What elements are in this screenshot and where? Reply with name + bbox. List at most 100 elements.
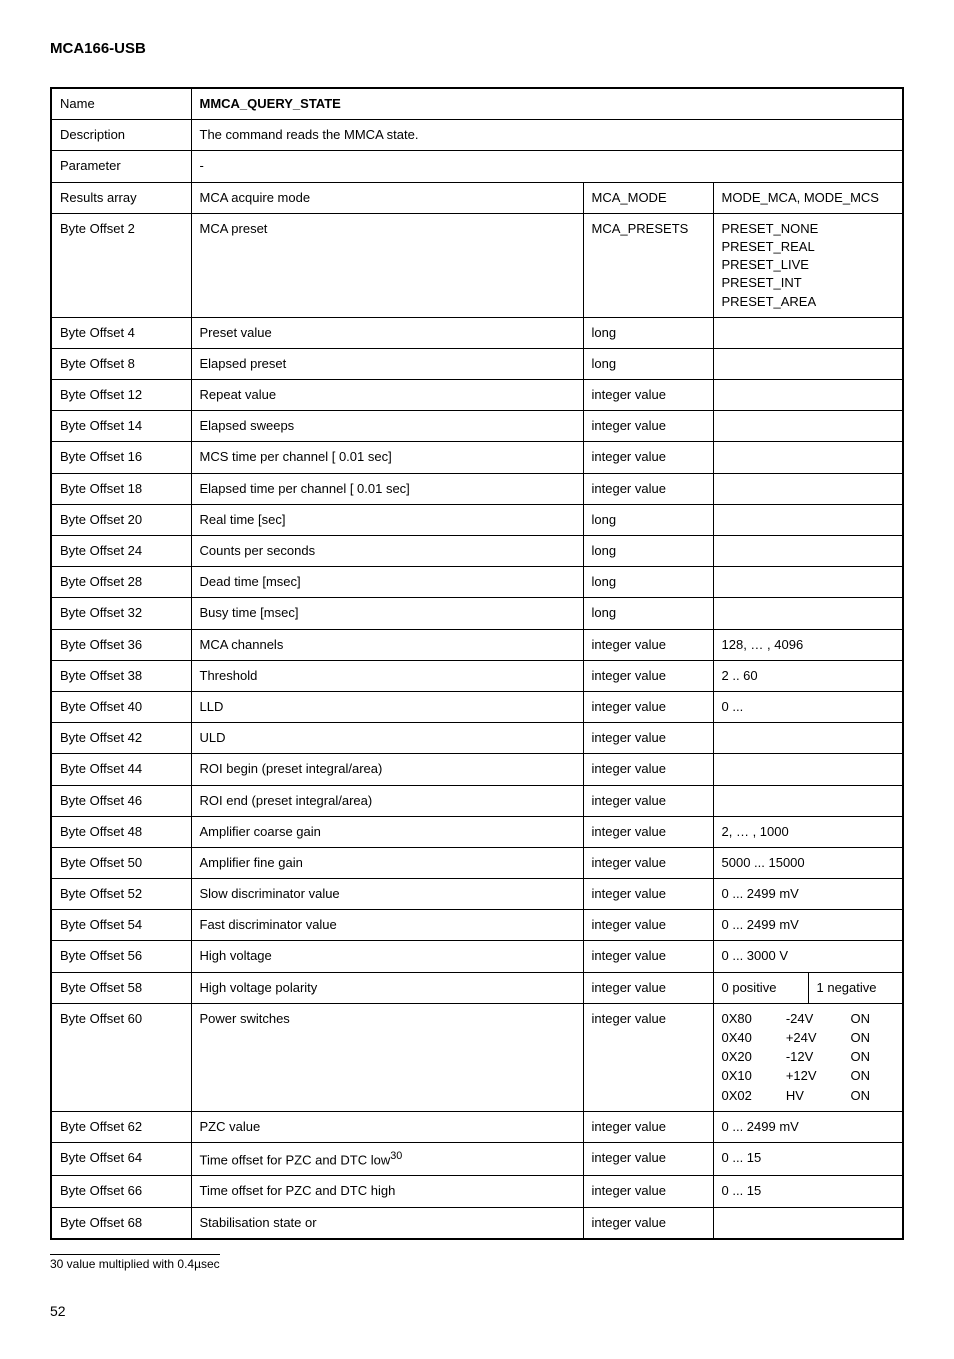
table-row: Byte Offset 16 MCS time per channel [ 0.… [51, 442, 903, 473]
offset-desc: Real time [sec] [191, 504, 583, 535]
offset-desc: MCA preset [191, 213, 583, 317]
offset-val [713, 442, 903, 473]
table-row: Byte Offset 18 Elapsed time per channel … [51, 473, 903, 504]
offset-desc: Preset value [191, 317, 583, 348]
footnote: 30 value multiplied with 0.4µsec [50, 1254, 220, 1271]
table-row: Byte Offset 50 Amplifier fine gain integ… [51, 847, 903, 878]
results-desc: MCA acquire mode [191, 182, 583, 213]
offset-type: integer value [583, 691, 713, 722]
offset-val [713, 348, 903, 379]
offset-val: 0 ... 3000 V [713, 941, 903, 972]
desc-text: Time offset for PZC and DTC low [200, 1152, 391, 1167]
table-row: Byte Offset 38 Threshold integer value 2… [51, 660, 903, 691]
command-name: MMCA_QUERY_STATE [191, 88, 903, 120]
table-row: Byte Offset 68 Stabilisation state or in… [51, 1207, 903, 1239]
offset-val: 2, … , 1000 [713, 816, 903, 847]
offset-type: integer value [583, 816, 713, 847]
offset-type: integer value [583, 629, 713, 660]
offset-label: Byte Offset 24 [51, 536, 191, 567]
offset-label: Byte Offset 68 [51, 1207, 191, 1239]
offset-val [713, 567, 903, 598]
parameter-label: Parameter [51, 151, 191, 182]
offset-label: Byte Offset 56 [51, 941, 191, 972]
spec-table: Name MMCA_QUERY_STATE Description The co… [50, 87, 904, 1240]
offset-val: 128, … , 4096 [713, 629, 903, 660]
offset-val: 2 .. 60 [713, 660, 903, 691]
offset-type: integer value [583, 1176, 713, 1207]
offset-type: long [583, 567, 713, 598]
offset-type: integer value [583, 1003, 713, 1111]
offset-val: 0 ... 15 [713, 1142, 903, 1176]
page-number: 52 [50, 1303, 904, 1319]
offset-type: integer value [583, 754, 713, 785]
table-row: Byte Offset 4 Preset value long [51, 317, 903, 348]
offset-type: integer value [583, 941, 713, 972]
offset-val [713, 754, 903, 785]
description-label: Description [51, 120, 191, 151]
offset-desc: Power switches [191, 1003, 583, 1111]
offset-type: integer value [583, 785, 713, 816]
offset-type: integer value [583, 380, 713, 411]
offset-desc: Elapsed sweeps [191, 411, 583, 442]
sw-state: ON [851, 1048, 894, 1066]
table-row: Byte Offset 52 Slow discriminator value … [51, 879, 903, 910]
offset-val2: 1 negative [808, 972, 903, 1003]
offset-label: Byte Offset 4 [51, 317, 191, 348]
results-type: MCA_MODE [583, 182, 713, 213]
offset-type: long [583, 348, 713, 379]
sw-state: ON [851, 1067, 894, 1085]
offset-type: long [583, 598, 713, 629]
table-row: Byte Offset 8 Elapsed preset long [51, 348, 903, 379]
offset-desc: PZC value [191, 1111, 583, 1142]
sw-volt: +12V [786, 1067, 841, 1085]
sw-volt: HV [786, 1087, 841, 1105]
sw-volt: -12V [786, 1048, 841, 1066]
offset-desc: Elapsed preset [191, 348, 583, 379]
table-row: Byte Offset 64 Time offset for PZC and D… [51, 1142, 903, 1176]
offset-type: integer value [583, 1207, 713, 1239]
sw-addr: 0X02 [722, 1087, 776, 1105]
table-row: Byte Offset 2 MCA preset MCA_PRESETS PRE… [51, 213, 903, 317]
offset-desc: Counts per seconds [191, 536, 583, 567]
table-row: Description The command reads the MMCA s… [51, 120, 903, 151]
sw-state: ON [851, 1087, 894, 1105]
table-row: Byte Offset 36 MCA channels integer valu… [51, 629, 903, 660]
offset-label: Byte Offset 44 [51, 754, 191, 785]
offset-type: long [583, 317, 713, 348]
offset-val [713, 723, 903, 754]
results-label: Results array [51, 182, 191, 213]
offset-val: 0 ... [713, 691, 903, 722]
offset-label: Byte Offset 48 [51, 816, 191, 847]
offset-label: Byte Offset 60 [51, 1003, 191, 1111]
offset-val [713, 473, 903, 504]
offset-desc: High voltage polarity [191, 972, 583, 1003]
parameter-value: - [191, 151, 903, 182]
offset-val [713, 411, 903, 442]
offset-val [713, 785, 903, 816]
table-row: Byte Offset 14 Elapsed sweeps integer va… [51, 411, 903, 442]
offset-desc: MCS time per channel [ 0.01 sec] [191, 442, 583, 473]
power-switches-grid: 0X80-24VON 0X40+24VON 0X20-12VON 0X10+12… [722, 1010, 895, 1105]
offset-label: Byte Offset 32 [51, 598, 191, 629]
offset-desc: Amplifier fine gain [191, 847, 583, 878]
offset-type: integer value [583, 473, 713, 504]
name-header: Name [51, 88, 191, 120]
offset-val: 0 ... 2499 mV [713, 1111, 903, 1142]
offset-type: integer value [583, 879, 713, 910]
table-row: Results array MCA acquire mode MCA_MODE … [51, 182, 903, 213]
offset-label: Byte Offset 42 [51, 723, 191, 754]
offset-type: long [583, 536, 713, 567]
offset-desc: Threshold [191, 660, 583, 691]
document-header: MCA166-USB [50, 40, 904, 57]
sw-volt: +24V [786, 1029, 841, 1047]
offset-desc: ULD [191, 723, 583, 754]
offset-val: 0 ... 2499 mV [713, 879, 903, 910]
offset-type: integer value [583, 1142, 713, 1176]
offset-desc: ROI end (preset integral/area) [191, 785, 583, 816]
offset-desc: Time offset for PZC and DTC high [191, 1176, 583, 1207]
table-row: Parameter - [51, 151, 903, 182]
offset-desc: Dead time [msec] [191, 567, 583, 598]
offset-desc: Time offset for PZC and DTC low30 [191, 1142, 583, 1176]
results-val: MODE_MCA, MODE_MCS [713, 182, 903, 213]
offset-label: Byte Offset 58 [51, 972, 191, 1003]
